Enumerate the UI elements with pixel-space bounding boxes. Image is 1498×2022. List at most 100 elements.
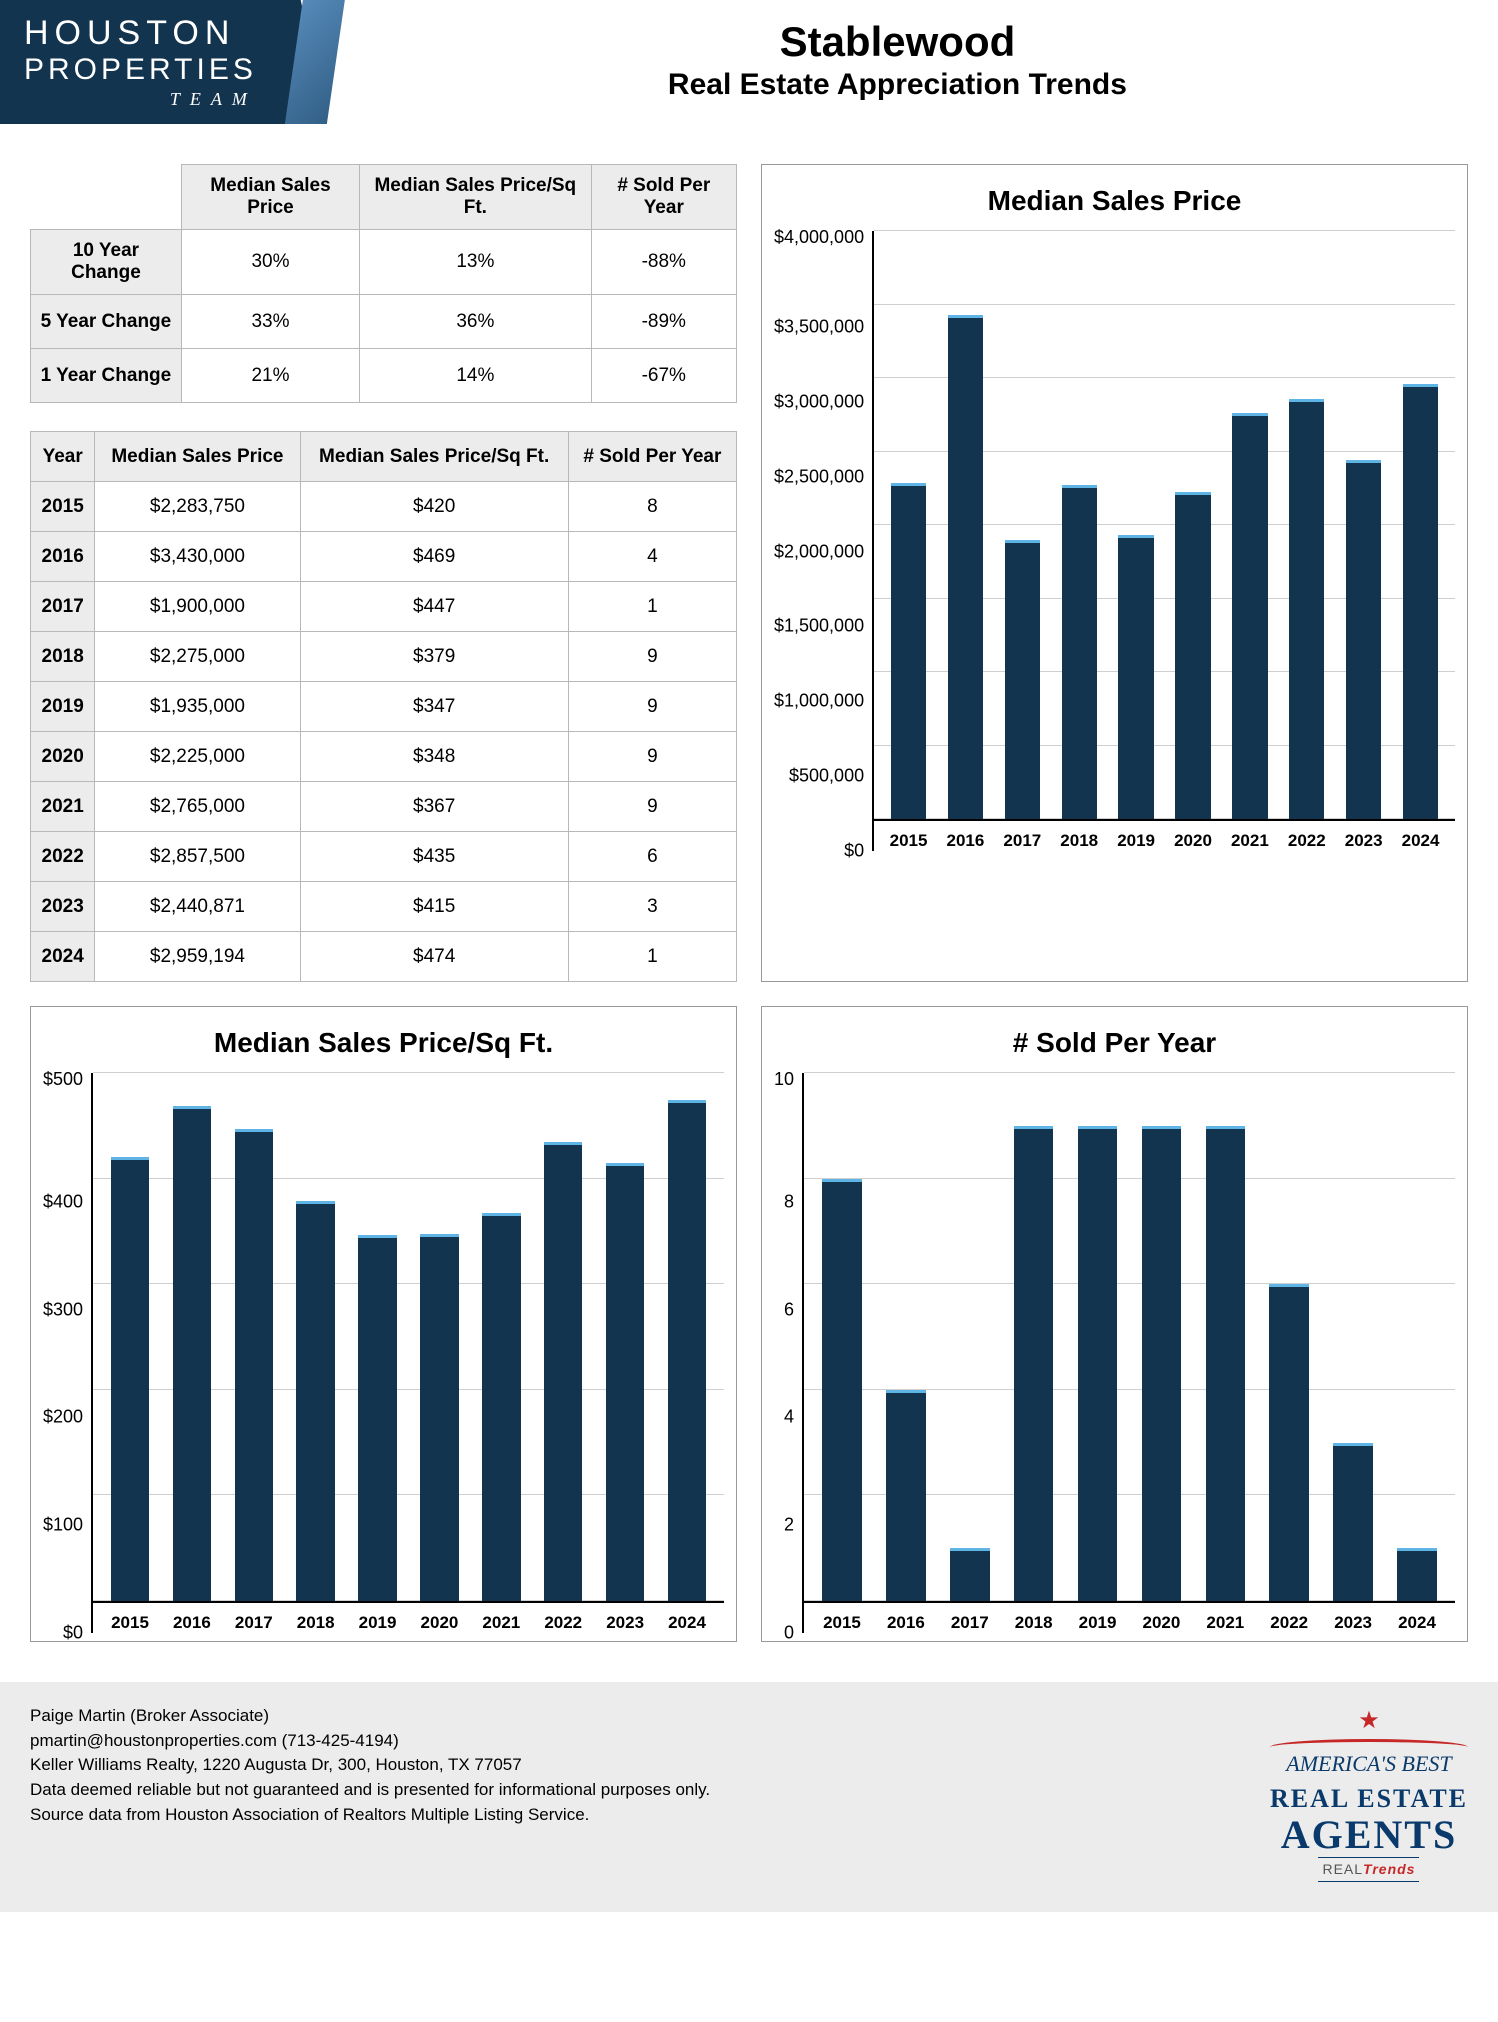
y-tick-label: $3,000,000: [774, 391, 864, 412]
bar-slot: [1165, 231, 1222, 819]
y-tick-label: $1,500,000: [774, 616, 864, 637]
x-tick-label: 2019: [347, 1613, 409, 1633]
y-axis: 1086420: [774, 1073, 802, 1633]
table-row: 2023$2,440,871$4153: [31, 882, 737, 932]
page-root: HOUSTON PROPERTIES TEAM Stablewood Real …: [0, 0, 1498, 1912]
x-tick-label: 2016: [161, 1613, 223, 1633]
x-tick-label: 2023: [1321, 1613, 1385, 1633]
table-cell: 6: [568, 832, 736, 882]
bar: [1005, 540, 1040, 819]
bar-slot: [938, 1073, 1002, 1601]
bar-slot: [880, 231, 937, 819]
row-label: 2020: [31, 732, 95, 782]
bar-slot: [656, 1073, 718, 1601]
table-cell: 1: [568, 932, 736, 982]
table-row: 2015$2,283,750$4208: [31, 482, 737, 532]
plot: [93, 1073, 724, 1603]
table-row: 2024$2,959,194$4741: [31, 932, 737, 982]
page-title: Stablewood: [327, 18, 1468, 66]
table-cell: $2,765,000: [95, 782, 300, 832]
bar-slot: [1108, 231, 1165, 819]
chart-title: Median Sales Price: [774, 185, 1455, 217]
logo-line2: PROPERTIES: [24, 53, 257, 87]
table-row: 2022$2,857,500$4356: [31, 832, 737, 882]
bar: [1118, 535, 1153, 819]
bar: [173, 1106, 211, 1601]
x-tick-label: 2021: [1221, 831, 1278, 851]
x-tick-label: 2022: [1257, 1613, 1321, 1633]
x-tick-label: 2017: [938, 1613, 1002, 1633]
bar: [891, 483, 926, 819]
row-label: 2023: [31, 882, 95, 932]
table-cell: $474: [300, 932, 568, 982]
table-header: Median Sales Price: [95, 432, 300, 482]
row-label: 2019: [31, 682, 95, 732]
footer-line: Data deemed reliable but not guaranteed …: [30, 1778, 710, 1803]
table-cell: $2,283,750: [95, 482, 300, 532]
bar: [948, 315, 983, 819]
bar-slot: [285, 1073, 347, 1601]
bar-slot: [874, 1073, 938, 1601]
bar: [235, 1129, 273, 1601]
table-row: 5 Year Change33%36%-89%: [31, 295, 737, 349]
badge-small-a: REAL: [1322, 1861, 1363, 1877]
footer-line: Keller Williams Realty, 1220 Augusta Dr,…: [30, 1753, 710, 1778]
table-row: 2017$1,900,000$4471: [31, 582, 737, 632]
logo: HOUSTON PROPERTIES TEAM: [0, 0, 327, 124]
plot-wrap: 2015201620172018201920202021202220232024: [91, 1073, 724, 1633]
table-cell: $1,900,000: [95, 582, 300, 632]
title-block: Stablewood Real Estate Appreciation Tren…: [327, 0, 1468, 102]
y-tick-label: 0: [784, 1622, 794, 1643]
table-cell: $348: [300, 732, 568, 782]
y-axis: $4,000,000$3,500,000$3,000,000$2,500,000…: [774, 231, 872, 851]
y-tick-label: $2,500,000: [774, 466, 864, 487]
bar-slot: [1335, 231, 1392, 819]
table-header: Median Sales Price/Sq Ft.: [300, 432, 568, 482]
bar: [1346, 460, 1381, 819]
footer: Paige Martin (Broker Associate)pmartin@h…: [0, 1682, 1498, 1912]
table-row: 10 Year Change30%13%-88%: [31, 230, 737, 295]
table-cell: 9: [568, 732, 736, 782]
bar-slot: [1392, 231, 1449, 819]
x-tick-label: 2023: [594, 1613, 656, 1633]
y-tick-label: 2: [784, 1515, 794, 1536]
x-tick-label: 2015: [99, 1613, 161, 1633]
table-row: 2016$3,430,000$4694: [31, 532, 737, 582]
chart-price-sqft: Median Sales Price/Sq Ft. $500$400$300$2…: [30, 1006, 737, 1642]
bar-slot: [1321, 1073, 1385, 1601]
y-tick-label: $3,500,000: [774, 316, 864, 337]
bar: [1078, 1126, 1118, 1601]
x-axis: 2015201620172018201920202021202220232024: [804, 1603, 1455, 1633]
x-tick-label: 2017: [994, 831, 1051, 851]
bar-slot: [532, 1073, 594, 1601]
x-tick-label: 2021: [470, 1613, 532, 1633]
x-tick-label: 2022: [1278, 831, 1335, 851]
row-label: 2015: [31, 482, 95, 532]
chart-median-price: Median Sales Price $4,000,000$3,500,000$…: [761, 164, 1468, 982]
badge-small-b: Trends: [1363, 1861, 1415, 1877]
plot-wrap: 2015201620172018201920202021202220232024: [802, 1073, 1455, 1633]
table-cell: 3: [568, 882, 736, 932]
change-table-header-row: Median Sales PriceMedian Sales Price/Sq …: [31, 165, 737, 230]
footer-line: Paige Martin (Broker Associate): [30, 1704, 710, 1729]
plot-wrap: 2015201620172018201920202021202220232024: [872, 231, 1455, 851]
bar: [886, 1390, 926, 1601]
bar-slot: [1002, 1073, 1066, 1601]
bar: [1175, 492, 1210, 819]
table-cell: -88%: [591, 230, 736, 295]
x-tick-label: 2018: [1002, 1613, 1066, 1633]
x-axis: 2015201620172018201920202021202220232024: [874, 821, 1455, 851]
y-tick-label: $300: [43, 1299, 83, 1320]
bar: [1142, 1126, 1182, 1601]
table-cell: $420: [300, 482, 568, 532]
x-tick-label: 2018: [285, 1613, 347, 1633]
year-table-header-row: YearMedian Sales PriceMedian Sales Price…: [31, 432, 737, 482]
y-tick-label: 6: [784, 1299, 794, 1320]
bar: [420, 1234, 458, 1601]
table-cell: $379: [300, 632, 568, 682]
footer-text: Paige Martin (Broker Associate)pmartin@h…: [30, 1704, 710, 1827]
bar-slot: [1129, 1073, 1193, 1601]
bar: [1062, 485, 1097, 819]
bar-slot: [99, 1073, 161, 1601]
table-cell: 9: [568, 632, 736, 682]
